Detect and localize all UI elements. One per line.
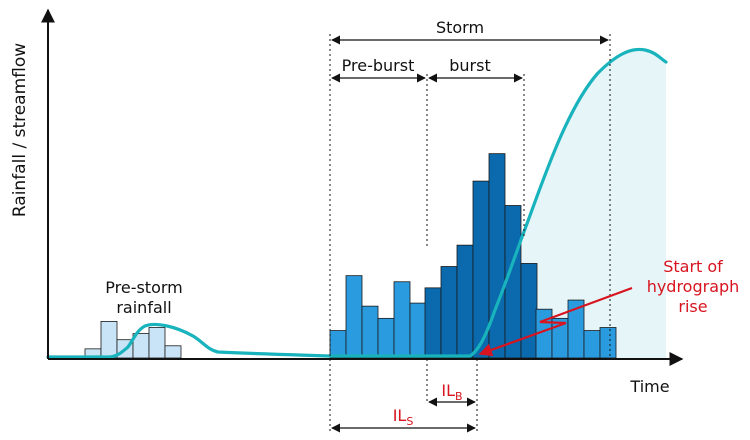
start-of-rise-label-line1: Start of bbox=[663, 257, 723, 276]
start-of-rise-pointer bbox=[478, 286, 633, 357]
burst-label: burst bbox=[449, 56, 490, 75]
pre-storm-bar-6 bbox=[164, 345, 182, 359]
storm-label: Storm bbox=[436, 18, 484, 37]
burst-bar-3 bbox=[456, 244, 474, 359]
pre-storm-rainfall-bars bbox=[84, 320, 182, 359]
pre-burst-label: Pre-burst bbox=[342, 56, 415, 75]
burst-bar-1 bbox=[424, 287, 442, 359]
pre-storm-label-line1: Pre-storm bbox=[105, 278, 183, 297]
ils-label: ILS bbox=[393, 406, 414, 428]
hydrograph-line bbox=[46, 47, 668, 359]
ilb-label-sub: B bbox=[455, 390, 463, 403]
pre-burst-bar-5 bbox=[393, 281, 411, 359]
y-axis-label: Rainfall / streamflow bbox=[10, 43, 30, 217]
ilb-label: ILB bbox=[441, 381, 462, 403]
pre-storm-bar-2 bbox=[100, 320, 118, 359]
pre-storm-label-line2: rainfall bbox=[116, 298, 171, 317]
ils-label-sub: S bbox=[406, 415, 413, 428]
pre-burst-bar-4 bbox=[377, 317, 395, 359]
start-of-rise-label-line2: hydrograph bbox=[647, 277, 740, 296]
period-guides bbox=[329, 34, 611, 432]
burst-bar-5 bbox=[488, 153, 506, 359]
pre-burst-bar-6 bbox=[409, 302, 427, 359]
post-burst-bar-4 bbox=[583, 330, 601, 359]
x-axis-label: Time bbox=[629, 377, 669, 396]
start-of-rise-label-line3: rise bbox=[678, 297, 707, 316]
burst-bar-2 bbox=[440, 266, 458, 359]
ils-label-main: IL bbox=[393, 406, 407, 425]
pre-burst-bar-1 bbox=[329, 330, 347, 359]
runoff-area bbox=[522, 49, 666, 358]
pre-storm-bar-5 bbox=[148, 327, 166, 359]
post-burst-bar-5 bbox=[599, 327, 617, 359]
storm-rainfall-bars bbox=[329, 153, 617, 359]
burst-bar-7 bbox=[520, 263, 538, 359]
ilb-label-main: IL bbox=[441, 381, 455, 400]
pre-burst-bar-2 bbox=[345, 275, 363, 359]
pre-burst-bar-3 bbox=[361, 305, 379, 359]
